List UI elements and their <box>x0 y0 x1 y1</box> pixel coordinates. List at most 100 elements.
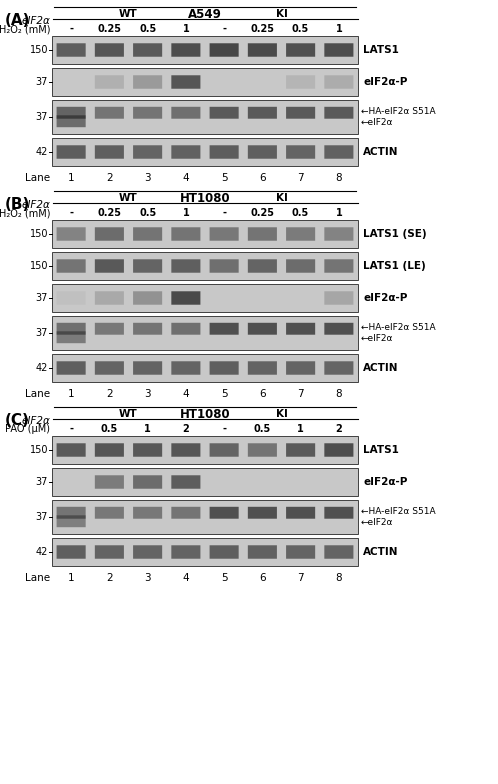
Text: (C): (C) <box>5 413 30 428</box>
Text: 37: 37 <box>36 477 48 487</box>
Text: HT1080: HT1080 <box>180 192 230 205</box>
Text: -: - <box>69 424 73 434</box>
FancyBboxPatch shape <box>171 475 200 488</box>
FancyBboxPatch shape <box>57 227 86 241</box>
Text: ACTIN: ACTIN <box>363 147 398 157</box>
FancyBboxPatch shape <box>57 323 86 335</box>
FancyBboxPatch shape <box>57 546 86 559</box>
Text: -: - <box>222 24 226 34</box>
Text: WT: WT <box>119 9 138 19</box>
FancyBboxPatch shape <box>248 506 277 519</box>
FancyBboxPatch shape <box>248 107 277 118</box>
FancyBboxPatch shape <box>324 323 354 335</box>
FancyBboxPatch shape <box>57 361 86 375</box>
Text: -: - <box>222 424 226 434</box>
FancyBboxPatch shape <box>133 292 162 305</box>
Text: 37: 37 <box>36 112 48 122</box>
Text: 150: 150 <box>29 229 48 239</box>
FancyBboxPatch shape <box>133 75 162 89</box>
FancyBboxPatch shape <box>286 107 315 118</box>
FancyBboxPatch shape <box>324 43 354 56</box>
Text: eIF2α: eIF2α <box>21 416 50 426</box>
Bar <box>52 100 358 134</box>
FancyBboxPatch shape <box>171 107 200 118</box>
Text: 7: 7 <box>297 173 304 183</box>
Text: 0.25: 0.25 <box>250 208 274 218</box>
Text: 3: 3 <box>144 173 151 183</box>
FancyBboxPatch shape <box>248 546 277 559</box>
Text: 2: 2 <box>106 573 113 583</box>
FancyBboxPatch shape <box>248 145 277 158</box>
FancyBboxPatch shape <box>210 546 239 559</box>
Text: KI: KI <box>275 9 287 19</box>
FancyBboxPatch shape <box>210 227 239 241</box>
FancyBboxPatch shape <box>324 443 354 457</box>
Text: 150: 150 <box>29 45 48 55</box>
FancyBboxPatch shape <box>286 43 315 56</box>
FancyBboxPatch shape <box>57 43 86 56</box>
Text: 0.5: 0.5 <box>139 208 156 218</box>
Text: ACTIN: ACTIN <box>363 363 398 373</box>
Text: 37: 37 <box>36 512 48 522</box>
FancyBboxPatch shape <box>286 260 315 273</box>
FancyBboxPatch shape <box>57 506 86 519</box>
FancyBboxPatch shape <box>171 323 200 335</box>
Text: 5: 5 <box>221 173 228 183</box>
Text: 0.25: 0.25 <box>98 208 122 218</box>
Text: eIF2α-P: eIF2α-P <box>363 77 407 87</box>
Text: 1: 1 <box>182 24 189 34</box>
Text: 1: 1 <box>68 389 74 399</box>
FancyBboxPatch shape <box>95 361 124 375</box>
Text: 0.5: 0.5 <box>292 24 309 34</box>
FancyBboxPatch shape <box>210 43 239 56</box>
FancyBboxPatch shape <box>286 361 315 375</box>
FancyBboxPatch shape <box>57 332 86 343</box>
Text: 1: 1 <box>144 424 151 434</box>
Text: 37: 37 <box>36 293 48 303</box>
Text: LATS1: LATS1 <box>363 45 399 55</box>
FancyBboxPatch shape <box>286 546 315 559</box>
FancyBboxPatch shape <box>95 107 124 118</box>
FancyBboxPatch shape <box>133 107 162 118</box>
Text: eIF2α: eIF2α <box>21 200 50 210</box>
Text: 0.25: 0.25 <box>98 24 122 34</box>
FancyBboxPatch shape <box>95 227 124 241</box>
Text: 150: 150 <box>29 445 48 455</box>
Text: Lane: Lane <box>25 173 50 183</box>
Text: ←HA-eIF2α S51A: ←HA-eIF2α S51A <box>361 506 436 516</box>
FancyBboxPatch shape <box>95 145 124 158</box>
FancyBboxPatch shape <box>171 43 200 56</box>
Text: ACTIN: ACTIN <box>363 547 398 557</box>
FancyBboxPatch shape <box>95 292 124 305</box>
Text: KI: KI <box>275 193 287 203</box>
Text: HT1080: HT1080 <box>180 408 230 421</box>
Text: A549: A549 <box>188 8 222 21</box>
FancyBboxPatch shape <box>171 145 200 158</box>
Bar <box>52 316 358 350</box>
FancyBboxPatch shape <box>286 506 315 519</box>
Text: 4: 4 <box>183 389 189 399</box>
Bar <box>52 220 358 248</box>
FancyBboxPatch shape <box>248 227 277 241</box>
FancyBboxPatch shape <box>171 260 200 273</box>
Text: (B): (B) <box>5 197 30 212</box>
FancyBboxPatch shape <box>286 323 315 335</box>
FancyBboxPatch shape <box>248 43 277 56</box>
FancyBboxPatch shape <box>210 107 239 118</box>
Text: LATS1 (LE): LATS1 (LE) <box>363 261 426 271</box>
Text: Lane: Lane <box>25 573 50 583</box>
Text: LATS1: LATS1 <box>363 445 399 455</box>
Text: -: - <box>69 208 73 218</box>
Text: 8: 8 <box>336 389 342 399</box>
Text: 1: 1 <box>336 208 342 218</box>
FancyBboxPatch shape <box>248 443 277 457</box>
FancyBboxPatch shape <box>133 506 162 519</box>
Text: 42: 42 <box>36 547 48 557</box>
Text: 5: 5 <box>221 389 228 399</box>
Text: (A): (A) <box>5 13 30 28</box>
Bar <box>52 252 358 280</box>
Bar <box>52 138 358 166</box>
FancyBboxPatch shape <box>210 323 239 335</box>
FancyBboxPatch shape <box>324 361 354 375</box>
FancyBboxPatch shape <box>286 75 315 89</box>
